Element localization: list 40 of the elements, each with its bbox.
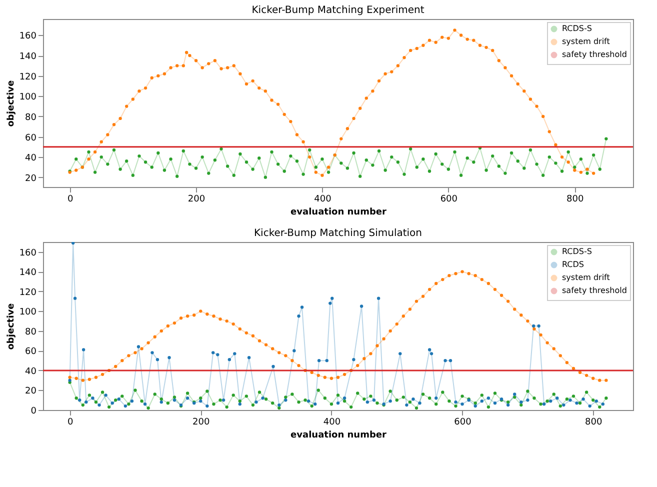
y-tick-label: 20 <box>25 174 37 184</box>
legend-label: system drift <box>562 273 610 282</box>
y-tick-label: 140 <box>19 268 37 278</box>
y-tick-label: 140 <box>19 52 37 62</box>
x-tick-label: 400 <box>323 418 341 428</box>
y-tick-label: 60 <box>25 347 37 358</box>
y-tick-label: 120 <box>19 72 37 82</box>
y-tick-label: 20 <box>25 386 37 397</box>
y-axis-title: objective <box>6 303 16 350</box>
chart-title: Kicker-Bump Matching Experiment <box>252 5 424 16</box>
legend-label: RCDS-S <box>562 24 592 33</box>
x-tick-label: 400 <box>314 194 332 204</box>
y-tick-label: 40 <box>25 366 37 377</box>
x-tick-label: 200 <box>192 418 210 428</box>
y-tick-label: 100 <box>19 92 37 103</box>
y-tick-label: 40 <box>25 154 37 164</box>
legend-label: system drift <box>562 37 610 46</box>
x-axis-title: evaluation number <box>290 208 388 218</box>
x-tick-label: 600 <box>440 194 458 204</box>
y-tick-label: 80 <box>25 112 37 123</box>
y-axis-title: objective <box>6 80 16 127</box>
x-tick-label: 200 <box>188 194 206 204</box>
x-tick-label: 600 <box>454 418 472 428</box>
legend-label: RCDS-S <box>562 247 592 256</box>
y-tick-label: 100 <box>19 308 37 318</box>
y-tick-label: 160 <box>19 32 37 42</box>
chart-title: Kicker-Bump Matching Simulation <box>254 228 422 239</box>
y-tick-label: 160 <box>19 248 37 258</box>
legend-label: RCDS <box>562 260 584 269</box>
legend-label: safety threshold <box>562 286 627 295</box>
x-tick-label: 800 <box>566 194 584 204</box>
y-tick-label: 0 <box>30 406 37 416</box>
x-axis-title: evaluation number <box>290 430 388 440</box>
y-tick-label: 80 <box>25 327 37 338</box>
y-tick-label: 120 <box>19 288 37 298</box>
x-tick-label: 0 <box>67 418 74 428</box>
legend-label: safety threshold <box>562 50 627 59</box>
y-tick-label: 60 <box>25 133 37 144</box>
x-tick-label: 800 <box>585 418 602 428</box>
x-tick-label: 0 <box>67 194 74 204</box>
